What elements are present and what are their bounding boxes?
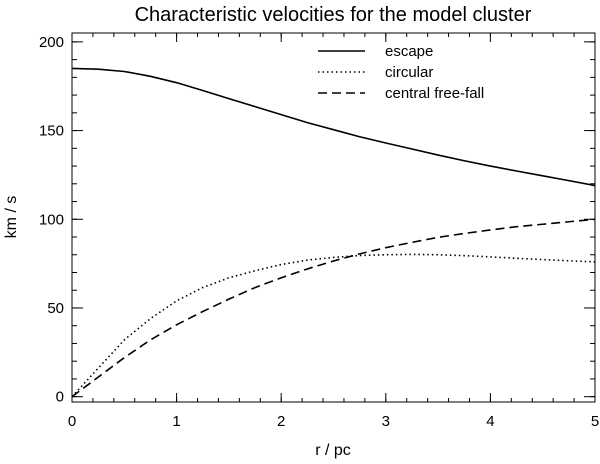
plot-frame: [71, 32, 596, 403]
x-tick-label: 1: [172, 413, 180, 430]
legend-label-escape: escape: [385, 43, 433, 60]
x-axis-label: r / pc: [315, 442, 351, 459]
series-line-central-free-fall: [71, 218, 596, 398]
legend: escape circular central free-fall: [318, 43, 484, 102]
x-tick-label: 0: [68, 413, 76, 430]
legend-label-central-free-fall: central free-fall: [385, 85, 484, 102]
chart-title: Characteristic velocities for the model …: [135, 4, 532, 26]
y-axis-label: km / s: [3, 196, 20, 239]
x-tick-label: 3: [382, 413, 390, 430]
x-tick-label: 5: [591, 413, 599, 430]
y-tick-label: 150: [39, 123, 64, 140]
series-line-circular: [71, 253, 596, 398]
x-tick-label: 2: [277, 413, 285, 430]
legend-label-circular: circular: [385, 64, 433, 81]
series-lines: [71, 67, 596, 398]
y-tick-label: 100: [39, 211, 64, 228]
axis-ticks: [71, 33, 596, 402]
y-tick-label: 50: [47, 300, 64, 317]
x-tick-label: 4: [486, 413, 494, 430]
y-tick-label: 0: [56, 389, 64, 406]
series-line-escape: [71, 67, 596, 187]
y-tick-label: 200: [39, 34, 64, 51]
